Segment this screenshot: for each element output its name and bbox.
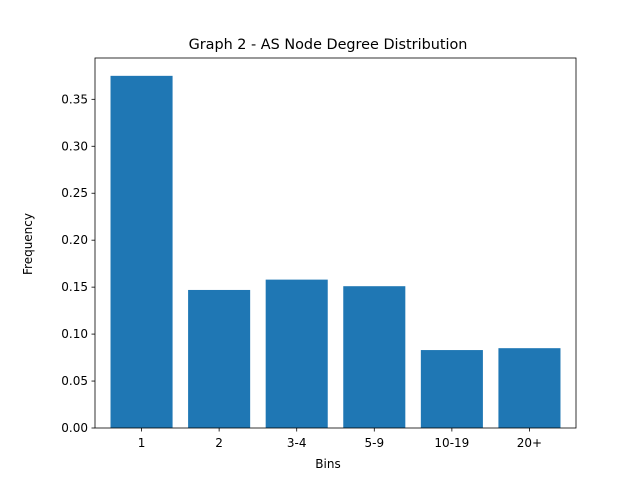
x-tick-label: 20+ (517, 436, 542, 450)
x-tick-label: 1 (138, 436, 146, 450)
y-tick-label: 0.15 (61, 280, 88, 294)
y-tick-label: 0.25 (61, 186, 88, 200)
y-tick-label: 0.05 (61, 374, 88, 388)
y-tick-label: 0.35 (61, 92, 88, 106)
x-tick-label: 2 (215, 436, 223, 450)
y-axis-label: Frequency (21, 213, 35, 275)
chart-title: Graph 2 - AS Node Degree Distribution (189, 37, 468, 53)
bar-2 (188, 289, 251, 428)
x-tick-label: 10-19 (434, 436, 469, 450)
bar-3-4 (265, 279, 328, 428)
bar-5-9 (343, 286, 406, 428)
y-tick-label: 0.10 (61, 327, 88, 341)
x-tick-label: 3-4 (287, 436, 307, 450)
x-tick-label: 5-9 (364, 436, 384, 450)
y-tick-label: 0.20 (61, 233, 88, 247)
y-tick-label: 0.00 (61, 421, 88, 435)
bar-20+ (498, 348, 561, 428)
y-tick-label: 0.30 (61, 139, 88, 153)
axes-layer: 0.00 0.05 0.10 0.15 0.20 0.25 0.30 0.35 1 2 3-4 5-9… (61, 57, 577, 450)
bar-10-19 (420, 350, 483, 428)
bars-layer (110, 75, 561, 428)
bar-1 (110, 75, 173, 428)
plot-frame (94, 57, 577, 429)
x-axis-label: Bins (315, 457, 340, 471)
